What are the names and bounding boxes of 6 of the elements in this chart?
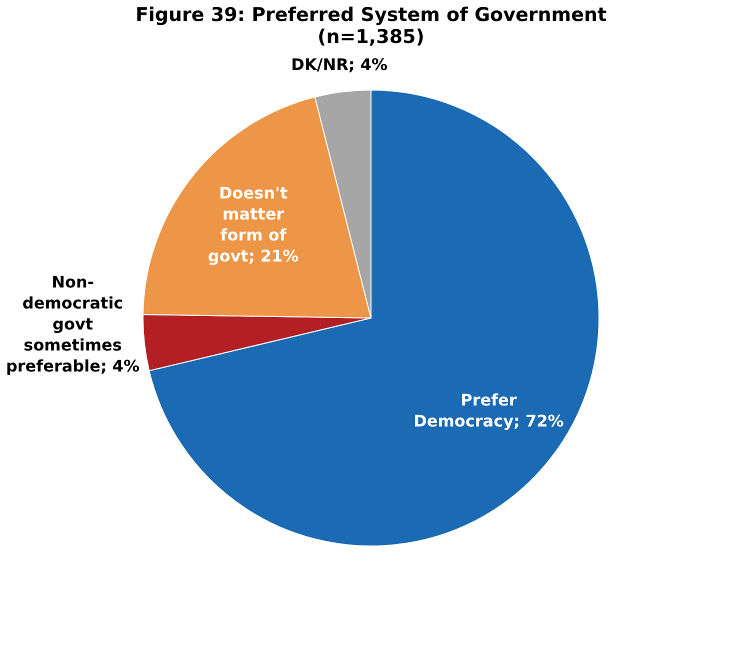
slice-label: DK/NR; 4% bbox=[291, 54, 388, 74]
slice-label: Prefer Democracy; 72% bbox=[414, 390, 564, 430]
chart-subtitle: (n=1,385) bbox=[318, 26, 424, 48]
slice-label: Doesn't matter form of govt; 21% bbox=[208, 184, 299, 266]
chart-title: Figure 39: Preferred System of Government bbox=[135, 4, 607, 26]
slice-label: Non-democratic govt sometimes preferable; 4% bbox=[6, 272, 140, 376]
